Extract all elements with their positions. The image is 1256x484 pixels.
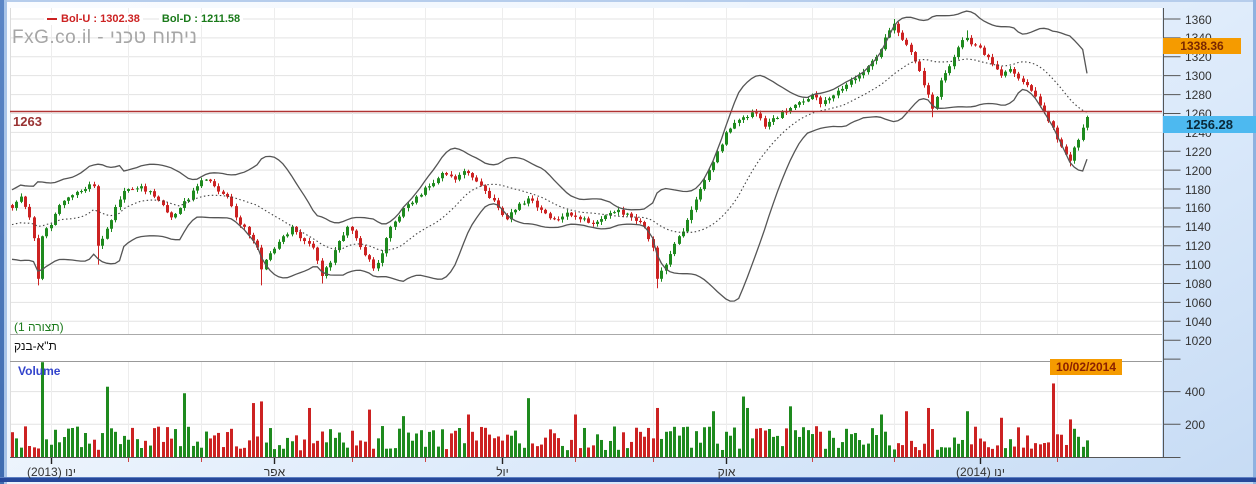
legend-bollinger-lower: Bol-D : 1211.58	[158, 13, 244, 25]
bollinger-upper-swatch-icon	[47, 18, 57, 20]
axis-tick-label: 1160	[1185, 201, 1211, 216]
axis-tick-label: 1220	[1185, 144, 1212, 159]
brand-watermark: FxG.co.il - ניתוח טכני	[12, 27, 198, 48]
last-date-badge: 10/02/2014	[1050, 359, 1122, 375]
axis-tick-label: 400	[1185, 385, 1206, 400]
axis-tick-label: 1200	[1185, 163, 1212, 178]
axis-tick-label: 1020	[1185, 333, 1212, 348]
axis-tick-label: אפר	[263, 465, 286, 479]
legend-bollinger-upper: Bol-U : 1302.38	[44, 13, 143, 25]
axis-tick-label: 1140	[1185, 220, 1211, 235]
axis-tick-label: 1360	[1185, 12, 1212, 27]
reference-price-label: 1263	[13, 113, 42, 129]
instrument-label: ת"א-בנק	[14, 339, 57, 353]
axis-tick-label: יול	[496, 465, 509, 479]
axis-tick-label: 1080	[1185, 277, 1212, 292]
axis-tick-label: 1300	[1185, 69, 1212, 84]
axis-tick-label: ינו (2014)	[956, 465, 1005, 479]
axis-tick-label: 1060	[1185, 295, 1212, 310]
axis-tick-label: 1180	[1185, 182, 1211, 197]
volume-panel-label: Volume	[18, 364, 61, 378]
axis-tick-label: 1100	[1185, 258, 1211, 273]
indicator-legend: Bol-U : 1302.38 Bol-D : 1211.58	[44, 13, 244, 25]
high-price-badge: 1338.36	[1163, 38, 1241, 55]
last-price-badge: 1256.28	[1163, 115, 1256, 133]
axis-tick-label: 200	[1185, 417, 1206, 432]
axis-tick-label: 1280	[1185, 88, 1212, 103]
frame-bottom	[0, 477, 1256, 482]
frame-left	[0, 0, 4, 484]
axis-tick-label: אוק	[717, 465, 736, 479]
axis-tick-label: 1120	[1185, 239, 1211, 254]
axis-tick-label: ינו (2013)	[27, 465, 76, 479]
frame-left-inner	[4, 0, 7, 484]
legend-bollinger-lower-text: Bol-D : 1211.58	[161, 13, 241, 25]
frame-right	[1253, 0, 1256, 484]
frame-top	[0, 0, 1256, 2]
config-label: (תצורה 1)	[14, 320, 64, 334]
axis-tick-label: 1040	[1185, 314, 1212, 329]
legend-bollinger-upper-text: Bol-U : 1302.38	[61, 13, 140, 25]
